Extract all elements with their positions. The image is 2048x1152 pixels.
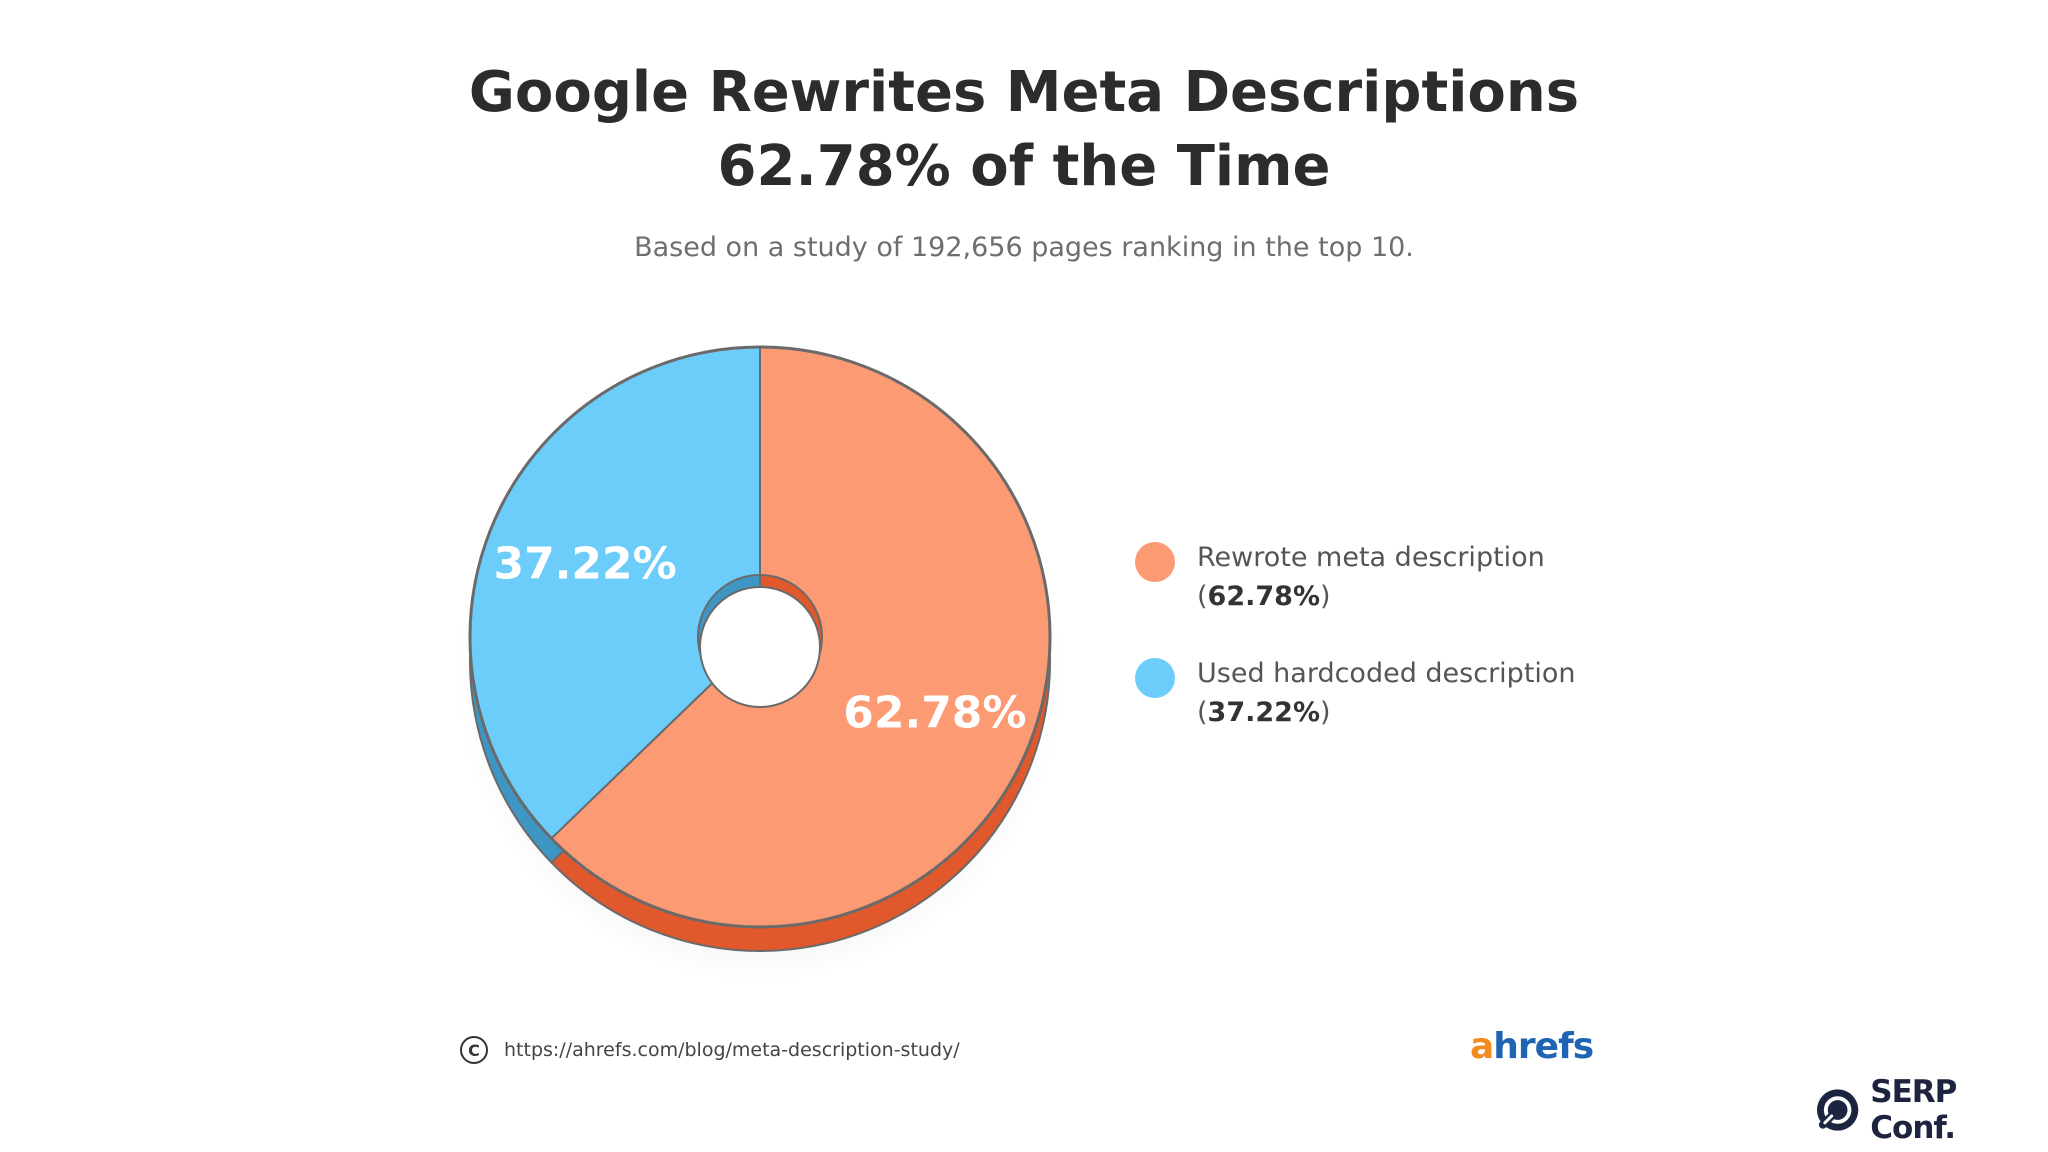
legend-percent-hardcoded: (37.22%) [1197, 697, 1331, 728]
serp-conf-logo: SERP Conf. [1815, 1074, 2048, 1146]
slice-labels: 62.78% 37.22% [493, 539, 1026, 739]
copyright-icon: C [460, 1036, 488, 1064]
slice-label-rewrote-meta-description: 62.78% [843, 687, 1026, 738]
ahrefs-logo-rest: hrefs [1493, 1026, 1594, 1067]
legend-label-hardcoded: Used hardcoded description [1197, 658, 1576, 689]
legend-percent-rewrote: (62.78%) [1197, 581, 1331, 612]
chart-title: Google Rewrites Meta Descriptions 62.78%… [0, 56, 2048, 204]
slices-top [468, 345, 1052, 929]
donut-hole [699, 586, 821, 708]
donut-outline [468, 345, 1052, 929]
legend-swatch-hardcoded [1135, 658, 1175, 698]
legend-item-hardcoded: Used hardcoded description (37.22%) [1135, 654, 1576, 732]
legend-item-rewrote: Rewrote meta description (62.78%) [1135, 538, 1576, 616]
legend-value-hardcoded: 37.22% [1207, 697, 1321, 728]
ahrefs-logo: ahrefs [1470, 1026, 1594, 1067]
source-url[interactable]: https://ahrefs.com/blog/meta-description… [504, 1039, 960, 1061]
chart-title-line-1: Google Rewrites Meta Descriptions [468, 60, 1580, 125]
source-credit: C https://ahrefs.com/blog/meta-descripti… [460, 1036, 960, 1064]
chart-subtitle: Based on a study of 192,656 pages rankin… [634, 232, 1414, 263]
serp-conf-text: SERP Conf. [1870, 1074, 1957, 1146]
ahrefs-logo-a: a [1470, 1026, 1494, 1067]
legend-swatch-rewrote [1135, 542, 1175, 582]
slice-label-used-hardcoded-description: 37.22% [493, 539, 676, 590]
legend: Rewrote meta description (62.78%) Used h… [1135, 538, 1576, 770]
legend-label-rewrote: Rewrote meta description [1197, 542, 1545, 573]
chart-title-line-2: 62.78% of the Time [717, 134, 1331, 199]
serp-logo-icon [1816, 1089, 1859, 1131]
legend-value-rewrote: 62.78% [1207, 581, 1321, 612]
